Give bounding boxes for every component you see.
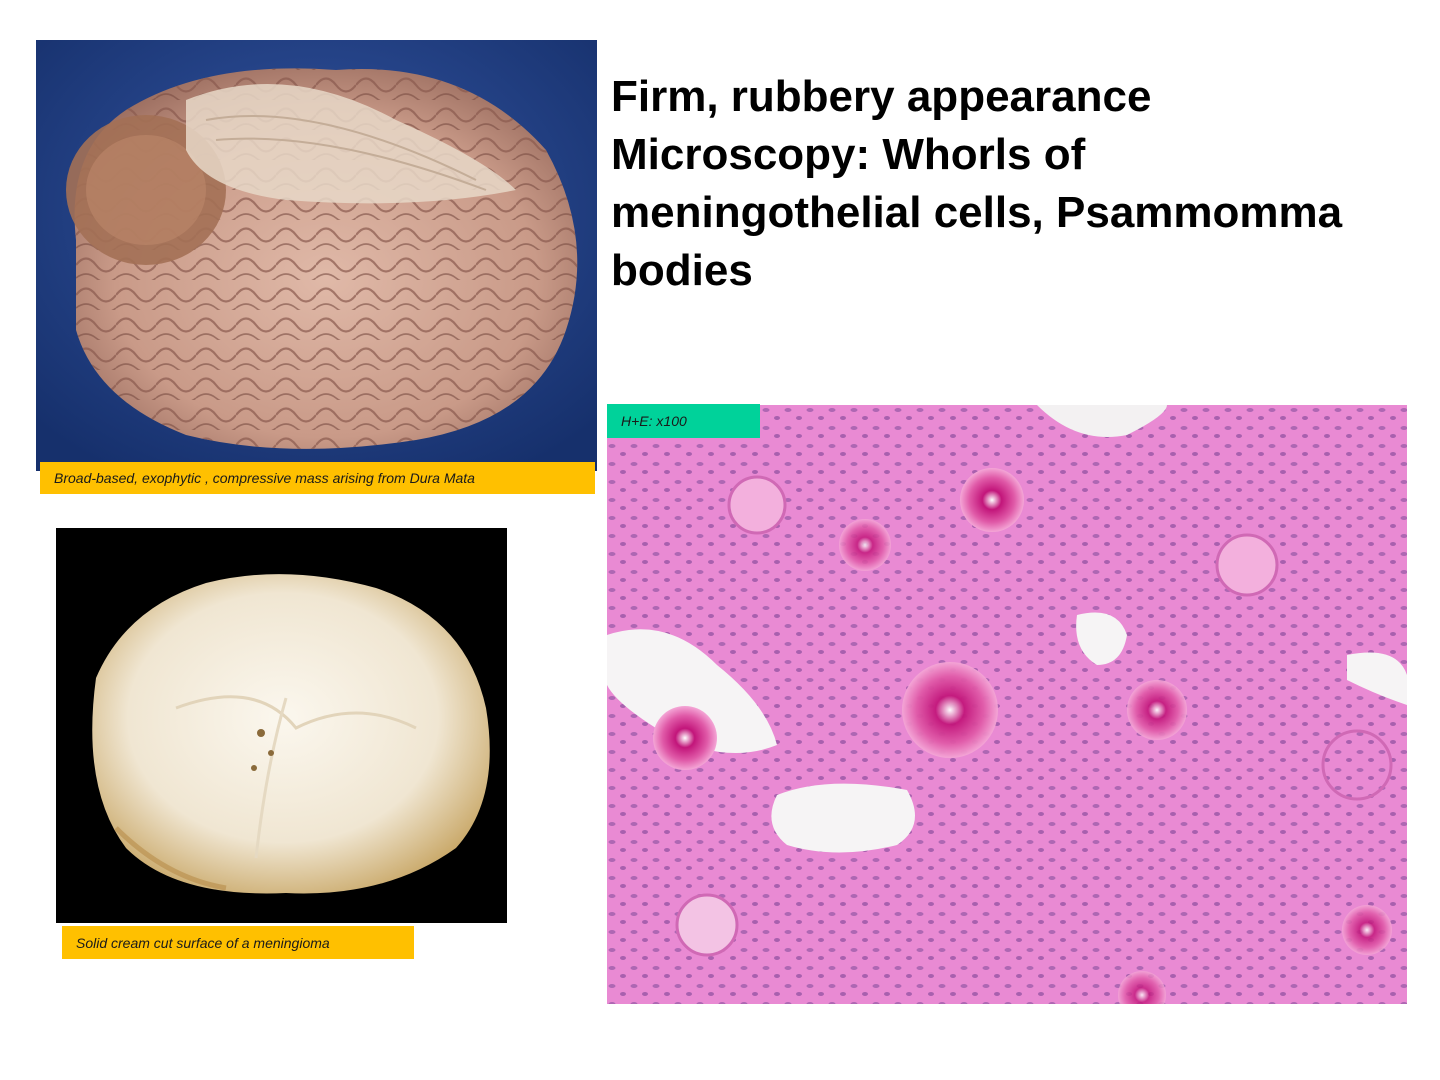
- micro-caption-text: H+E: x100: [621, 413, 687, 429]
- gross-specimen-image: [36, 40, 597, 471]
- heading-line-3: meningothelial cells, Psammomma: [611, 188, 1343, 237]
- gross-specimen-caption: Broad-based, exophytic , compressive mas…: [40, 462, 595, 494]
- gross-caption-text: Broad-based, exophytic , compressive mas…: [54, 470, 475, 486]
- slide-heading: Firm, rubbery appearance Microscopy: Who…: [611, 68, 1421, 300]
- micrograph-image: [607, 405, 1407, 1004]
- heading-line-2: Microscopy: Whorls of: [611, 130, 1086, 179]
- heading-line-1: Firm, rubbery appearance: [611, 72, 1152, 121]
- cut-surface-image: [56, 528, 507, 923]
- cut-surface-caption: Solid cream cut surface of a meningioma: [62, 926, 414, 959]
- micrograph-caption: H+E: x100: [607, 404, 760, 438]
- heading-line-4: bodies: [611, 246, 753, 295]
- cut-caption-text: Solid cream cut surface of a meningioma: [76, 934, 330, 951]
